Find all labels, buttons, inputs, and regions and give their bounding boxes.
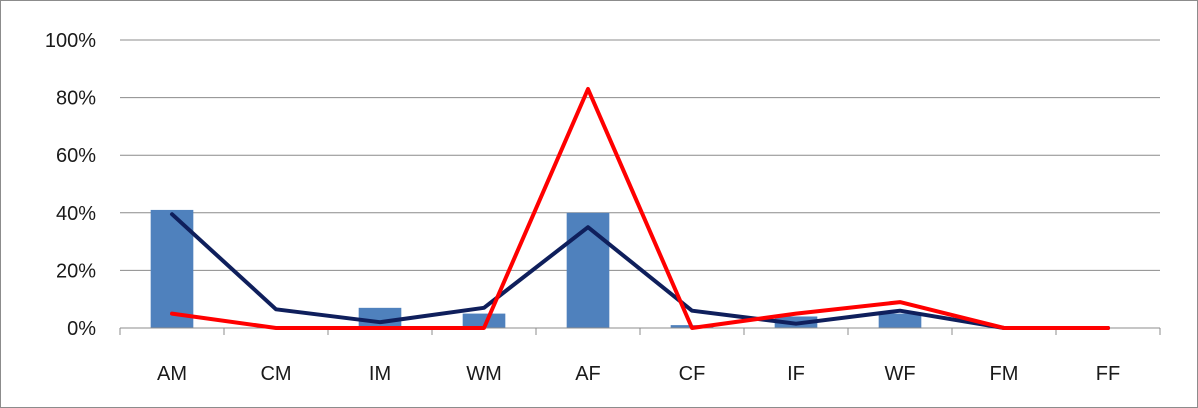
y-tick-label: 80% <box>56 88 96 110</box>
bar-series <box>150 209 922 328</box>
bar <box>462 313 506 328</box>
y-tick-label: 20% <box>56 260 96 282</box>
y-tick-label: 40% <box>56 203 96 225</box>
x-tick-label: FF <box>1096 363 1120 385</box>
y-tick-label: 0% <box>67 318 96 340</box>
line-series <box>170 87 1110 330</box>
gridlines <box>120 39 1160 271</box>
x-tick-label: AF <box>575 363 601 385</box>
x-tick-label: CF <box>679 363 706 385</box>
y-tick-label: 60% <box>56 145 96 167</box>
x-tick-label: WF <box>884 363 915 385</box>
x-tick-label: IF <box>787 363 805 385</box>
bar <box>878 313 922 328</box>
x-tick-label: FM <box>990 363 1019 385</box>
x-tick-label: IM <box>369 363 391 385</box>
x-tick-label: WM <box>466 363 502 385</box>
x-tick-label: CM <box>260 363 291 385</box>
y-axis-ticks: 0% 20% 40% 60% 80% 100% <box>45 30 96 340</box>
series-line <box>170 212 1110 330</box>
bar <box>566 212 610 328</box>
x-tick-label: AM <box>157 363 187 385</box>
x-axis-ticks: AM CM IM WM AF CF IF WF FM FF <box>157 363 1120 385</box>
series-line <box>170 87 1110 330</box>
bar <box>358 307 402 328</box>
y-tick-label: 100% <box>45 30 96 52</box>
